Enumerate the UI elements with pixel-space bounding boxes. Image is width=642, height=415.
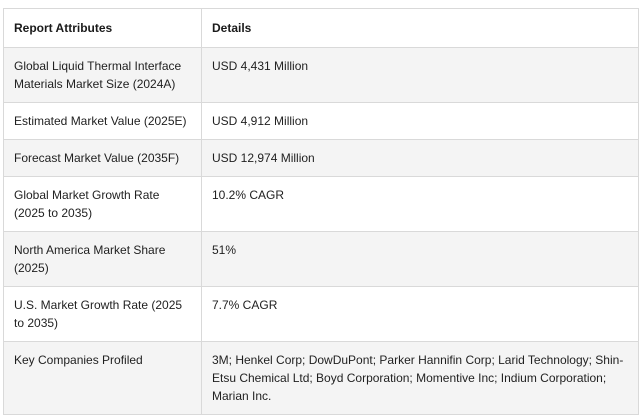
- table-row: Forecast Market Value (2035F) USD 12,974…: [3, 139, 639, 177]
- row-attribute-cell: North America Market Share (2025): [3, 231, 202, 287]
- row-detail-cell: 51%: [201, 231, 639, 287]
- row-attribute-cell: Global Liquid Thermal Interface Material…: [3, 47, 202, 103]
- report-attributes-table: Report Attributes Details Global Liquid …: [3, 8, 639, 415]
- table-header-row: Report Attributes Details: [3, 8, 639, 48]
- row-attribute-cell: Key Companies Profiled: [3, 341, 202, 415]
- report-attributes-table-container: Report Attributes Details Global Liquid …: [3, 8, 639, 415]
- header-report-attributes: Report Attributes: [3, 8, 202, 48]
- row-detail-cell: 3M; Henkel Corp; DowDuPont; Parker Hanni…: [201, 341, 639, 415]
- row-detail-cell: USD 12,974 Million: [201, 139, 639, 177]
- header-details: Details: [201, 8, 639, 48]
- row-detail-cell: USD 4,431 Million: [201, 47, 639, 103]
- table-row: Key Companies Profiled 3M; Henkel Corp; …: [3, 341, 639, 415]
- table-row: Global Liquid Thermal Interface Material…: [3, 47, 639, 103]
- row-detail-cell: 7.7% CAGR: [201, 286, 639, 342]
- table-row: Global Market Growth Rate (2025 to 2035)…: [3, 176, 639, 232]
- row-detail-cell: USD 4,912 Million: [201, 102, 639, 140]
- row-detail-cell: 10.2% CAGR: [201, 176, 639, 232]
- table-row: Estimated Market Value (2025E) USD 4,912…: [3, 102, 639, 140]
- row-attribute-cell: Global Market Growth Rate (2025 to 2035): [3, 176, 202, 232]
- table-row: U.S. Market Growth Rate (2025 to 2035) 7…: [3, 286, 639, 342]
- table-row: North America Market Share (2025) 51%: [3, 231, 639, 287]
- row-attribute-cell: Forecast Market Value (2035F): [3, 139, 202, 177]
- row-attribute-cell: U.S. Market Growth Rate (2025 to 2035): [3, 286, 202, 342]
- row-attribute-cell: Estimated Market Value (2025E): [3, 102, 202, 140]
